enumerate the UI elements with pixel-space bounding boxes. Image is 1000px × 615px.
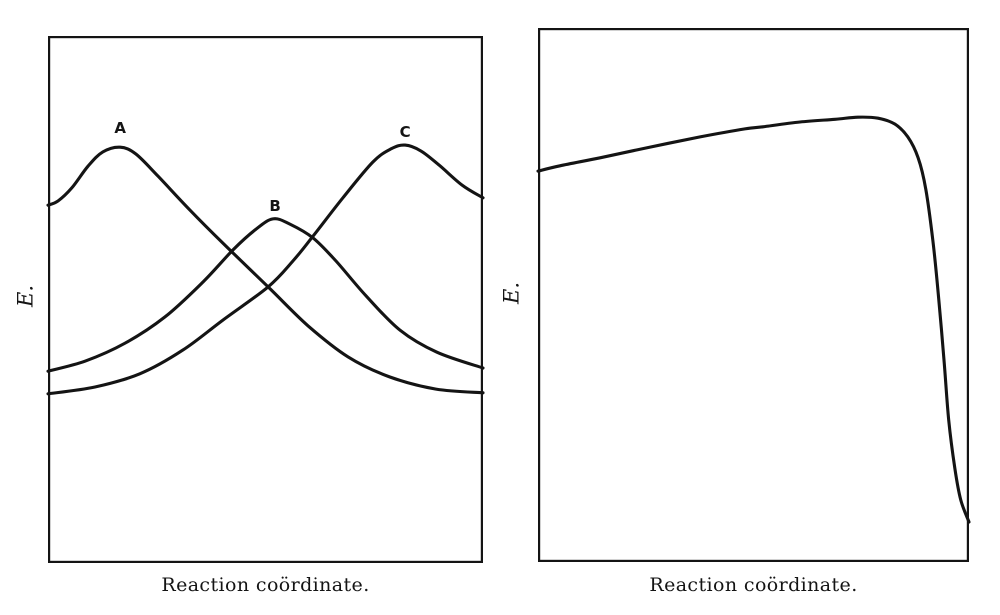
left-plot: A B C bbox=[46, 36, 485, 563]
left-y-axis-label: E. bbox=[13, 284, 38, 308]
energy-profile-curve bbox=[536, 115, 971, 524]
curve-c bbox=[46, 143, 485, 396]
curve-b-label: B bbox=[269, 197, 280, 215]
curve-a-label: A bbox=[114, 119, 126, 137]
left-plot-frame bbox=[48, 36, 483, 563]
curve-a bbox=[46, 145, 485, 395]
left-x-axis-label: Reaction coördinate. bbox=[161, 574, 370, 596]
right-plot bbox=[536, 28, 971, 562]
right-x-axis-label: Reaction coördinate. bbox=[649, 574, 858, 596]
curve-c-label: C bbox=[400, 123, 411, 141]
right-y-axis-label: E. bbox=[499, 281, 524, 305]
curve-b bbox=[46, 217, 485, 373]
right-plot-frame bbox=[538, 28, 969, 562]
